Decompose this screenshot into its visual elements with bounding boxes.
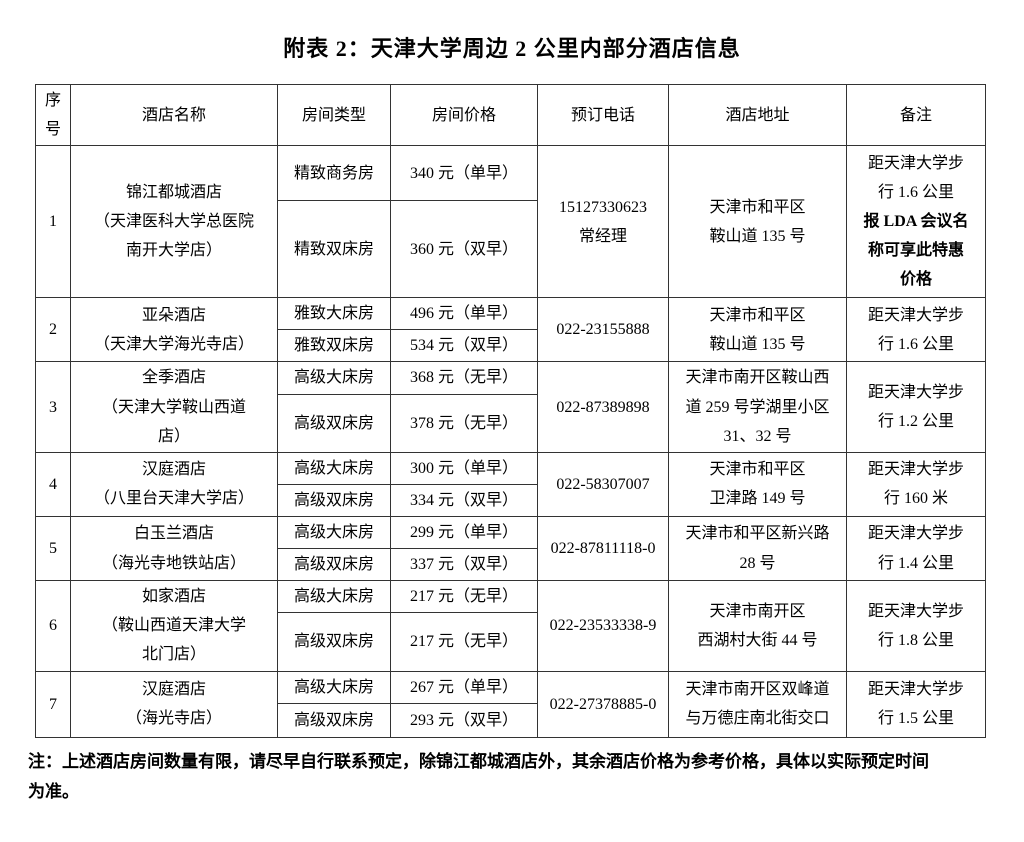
room-type-cell: 精致双床房 <box>277 200 391 299</box>
room-type-cell: 高级大床房 <box>277 451 391 485</box>
column-header-room-price: 房间价格 <box>390 83 538 147</box>
room-type-cell: 高级双床房 <box>277 393 391 453</box>
hotel-row-1-sub1: 1 锦江都城酒店 （天津医科大学总医院 南开大学店） 精致商务房 340 元（单早） 1… <box>35 145 986 299</box>
hotel-name-cell: 全季酒店 （天津大学鞍山西道 店） <box>70 361 278 453</box>
hotel-row-2-sub2: 雅致双床房 534 元（双早） <box>36 329 986 363</box>
phone-cell: 022-87811118-0 <box>537 515 669 582</box>
row-number-cell: 6 <box>35 580 71 672</box>
row-number-cell: 7 <box>35 670 71 738</box>
remark-highlight: 报 LDA 会议名 称可享此特惠 价格 <box>863 213 969 289</box>
hotel-name-cell: 如家酒店 （鞍山西道天津大学 北门店） <box>70 580 278 672</box>
remark-text: 距天津大学步 行 1.6 公里 <box>867 306 964 353</box>
column-header-no: 序号 <box>35 83 71 147</box>
row-number-cell: 5 <box>35 515 71 582</box>
room-price-cell: 217 元（无早） <box>390 580 538 614</box>
address-cell: 天津市南开区 西湖村大街 44 号 <box>668 580 847 672</box>
hotel-name-cell: 汉庭酒店 （海光寺店） <box>70 670 278 738</box>
remark-text: 距天津大学步 行 1.8 公里 <box>867 602 964 649</box>
hotel-name-cell: 亚朵酒店 （天津大学海光寺店） <box>70 297 278 363</box>
phone-cell: 15127330623 常经理 <box>537 145 669 299</box>
hotel-row-5-sub2: 高级双床房 337 元（双早） <box>36 548 986 582</box>
room-type-cell: 高级双床房 <box>277 702 391 738</box>
room-price-cell: 299 元（单早） <box>390 515 538 550</box>
hotel-row-7-sub1: 7 汉庭酒店 （海光寺店） 高级大床房 267 元（单早） 022-27378885-0… <box>35 670 986 738</box>
table-header-row: 序号 酒店名称 房间类型 房间价格 预订电话 酒店地址 备注 <box>35 83 986 147</box>
room-type-cell: 高级双床房 <box>277 612 391 672</box>
phone-cell: 022-23533338-9 <box>537 580 669 672</box>
hotel-row-2-sub1: 2 亚朵酒店 （天津大学海光寺店） 雅致大床房 496 元（单早） 022-231558… <box>35 297 986 363</box>
room-price-cell: 360 元（双早） <box>390 200 538 299</box>
room-type-cell: 精致商务房 <box>277 145 391 202</box>
column-header-phone: 预订电话 <box>537 83 669 147</box>
remark-cell: 距天津大学步 行 160 米 <box>846 451 986 517</box>
remark-text: 距天津大学步 行 1.2 公里 <box>867 383 964 431</box>
column-header-room-type: 房间类型 <box>277 83 391 147</box>
hotel-row-6-sub1: 6 如家酒店 （鞍山西道天津大学 北门店） 高级大床房 217 元（无早） 022-23… <box>35 580 986 672</box>
hotel-name-cell: 白玉兰酒店 （海光寺地铁站店） <box>70 515 278 582</box>
remark-cell: 距天津大学步 行 1.6 公里 <box>846 297 986 363</box>
remark-text: 距天津大学步 行 160 米 <box>867 461 964 508</box>
address-cell: 天津市和平区 卫津路 149 号 <box>668 451 847 517</box>
hotel-row-3-sub1: 3 全季酒店 （天津大学鞍山西道 店） 高级大床房 368 元（无早） 022-8738… <box>35 361 986 453</box>
remark-cell: 距天津大学步 行 1.4 公里 <box>846 515 986 582</box>
room-price-cell: 534 元（双早） <box>390 329 538 363</box>
room-type-cell: 高级大床房 <box>277 515 391 550</box>
hotel-info-table: 序号 酒店名称 房间类型 房间价格 预订电话 酒店地址 备注 1 锦江都城酒店 （天津医科大学… <box>35 83 986 738</box>
remark-cell: 距天津大学步 行 1.2 公里 <box>846 361 986 453</box>
row-number-cell: 4 <box>35 451 71 517</box>
column-header-remark: 备注 <box>846 83 986 147</box>
address-cell: 天津市南开区双峰道 与万德庄南北街交口 <box>668 670 847 738</box>
hotel-row-6-sub2: 高级双床房 217 元（无早） <box>36 612 986 672</box>
address-cell: 天津市南开区鞍山西 道 259 号学湖里小区 31、32 号 <box>668 361 847 453</box>
column-header-hotel-name: 酒店名称 <box>70 83 278 147</box>
room-type-cell: 高级大床房 <box>277 580 391 614</box>
room-price-cell: 496 元（单早） <box>390 297 538 331</box>
page-title: 附表 2：天津大学周边 2 公里内部分酒店信息 <box>283 36 741 61</box>
room-price-cell: 217 元（无早） <box>390 612 538 672</box>
room-type-cell: 高级双床房 <box>277 548 391 582</box>
room-price-cell: 337 元（双早） <box>390 548 538 582</box>
room-price-cell: 293 元（双早） <box>390 702 538 738</box>
room-type-cell: 高级双床房 <box>277 483 391 517</box>
room-price-cell: 378 元（无早） <box>390 393 538 453</box>
hotel-row-1-sub2: 精致双床房 360 元（双早） <box>36 200 986 299</box>
row-number-cell: 2 <box>35 297 71 363</box>
phone-cell: 022-87389898 <box>537 361 669 453</box>
room-price-cell: 267 元（单早） <box>390 670 538 704</box>
room-price-cell: 368 元（无早） <box>390 361 538 395</box>
room-price-cell: 300 元（单早） <box>390 451 538 485</box>
phone-cell: 022-23155888 <box>537 297 669 363</box>
hotel-row-4-sub1: 4 汉庭酒店 （八里台天津大学店） 高级大床房 300 元（单早） 022-583070… <box>35 451 986 517</box>
address-cell: 天津市和平区 鞍山道 135 号 <box>668 145 847 299</box>
room-price-cell: 340 元（单早） <box>390 145 538 202</box>
remark-text: 距天津大学步 行 1.5 公里 <box>867 680 964 728</box>
remark-text: 距天津大学步 行 1.6 公里 <box>867 154 964 202</box>
hotel-row-7-sub2: 高级双床房 293 元（双早） <box>36 702 986 738</box>
remark-cell: 距天津大学步 行 1.6 公里报 LDA 会议名 称可享此特惠 价格 <box>846 145 986 299</box>
hotel-row-4-sub2: 高级双床房 334 元（双早） <box>36 483 986 517</box>
row-number-cell: 1 <box>35 145 71 299</box>
room-price-cell: 334 元（双早） <box>390 483 538 517</box>
footnote: 注：上述酒店房间数量有限，请尽早自行联系预定，除锦江都城酒店外，其余酒店价格为参… <box>28 751 929 801</box>
room-type-cell: 雅致大床房 <box>277 297 391 331</box>
room-type-cell: 雅致双床房 <box>277 329 391 363</box>
room-type-cell: 高级大床房 <box>277 670 391 704</box>
address-cell: 天津市和平区新兴路 28 号 <box>668 515 847 582</box>
phone-cell: 022-27378885-0 <box>537 670 669 738</box>
row-number-cell: 3 <box>35 361 71 453</box>
address-cell: 天津市和平区 鞍山道 135 号 <box>668 297 847 363</box>
phone-cell: 022-58307007 <box>537 451 669 517</box>
remark-cell: 距天津大学步 行 1.5 公里 <box>846 670 986 738</box>
hotel-row-3-sub2: 高级双床房 378 元（无早） <box>36 393 986 453</box>
remark-text: 距天津大学步 行 1.4 公里 <box>867 525 964 572</box>
room-type-cell: 高级大床房 <box>277 361 391 395</box>
remark-cell: 距天津大学步 行 1.8 公里 <box>846 580 986 672</box>
hotel-row-5-sub1: 5 白玉兰酒店 （海光寺地铁站店） 高级大床房 299 元（单早） 022-878111… <box>35 515 986 582</box>
column-header-address: 酒店地址 <box>668 83 847 147</box>
hotel-name-cell: 汉庭酒店 （八里台天津大学店） <box>70 451 278 517</box>
hotel-name-cell: 锦江都城酒店 （天津医科大学总医院 南开大学店） <box>70 145 278 299</box>
